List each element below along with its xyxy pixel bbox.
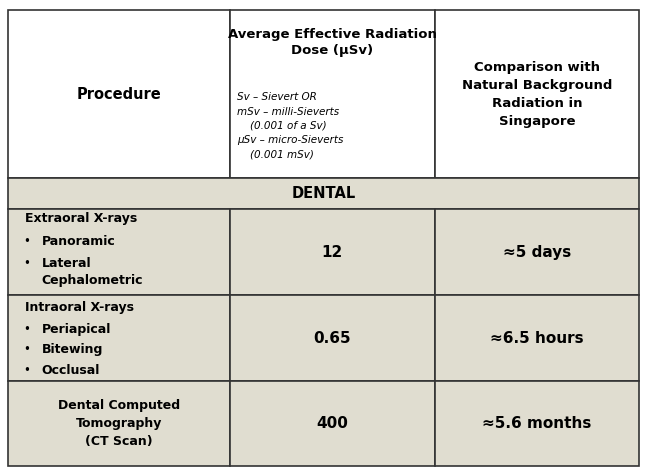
Text: 400: 400 <box>316 416 348 431</box>
Text: •: • <box>23 343 30 356</box>
Bar <box>230 10 435 178</box>
Text: •: • <box>23 364 30 377</box>
Text: Dental Computed
Tomography
(CT Scan): Dental Computed Tomography (CT Scan) <box>58 399 180 448</box>
Bar <box>230 295 435 381</box>
Bar <box>8 381 230 466</box>
Bar <box>8 178 639 209</box>
Bar <box>230 381 435 466</box>
Text: Bitewing: Bitewing <box>41 343 103 356</box>
Text: 0.65: 0.65 <box>313 330 351 346</box>
Bar <box>8 209 230 295</box>
Bar <box>435 10 639 178</box>
Text: •: • <box>23 322 30 336</box>
Text: Comparison with
Natural Background
Radiation in
Singapore: Comparison with Natural Background Radia… <box>462 60 612 128</box>
Text: ≈6.5 hours: ≈6.5 hours <box>490 330 584 346</box>
Text: Average Effective Radiation
Dose (μSv): Average Effective Radiation Dose (μSv) <box>228 28 437 57</box>
Bar <box>435 209 639 295</box>
Text: •: • <box>23 235 30 248</box>
Bar <box>8 295 230 381</box>
Text: •: • <box>23 257 30 271</box>
Text: Occlusal: Occlusal <box>41 364 100 377</box>
Text: Panoramic: Panoramic <box>41 235 115 248</box>
Text: ≈5.6 months: ≈5.6 months <box>482 416 592 431</box>
Text: Periapical: Periapical <box>41 322 111 336</box>
Text: 12: 12 <box>322 244 343 260</box>
Bar <box>435 295 639 381</box>
Text: Intraoral X-rays: Intraoral X-rays <box>25 301 134 314</box>
Text: DENTAL: DENTAL <box>291 186 356 201</box>
Text: Lateral
Cephalometric: Lateral Cephalometric <box>41 257 143 287</box>
Text: ≈5 days: ≈5 days <box>503 244 571 260</box>
Bar <box>230 209 435 295</box>
Bar <box>8 10 230 178</box>
Bar <box>435 381 639 466</box>
Text: Procedure: Procedure <box>76 87 161 102</box>
Text: Sv – Sievert OR
mSv – milli-Sieverts
    (0.001 of a Sv)
μSv – micro-Sieverts
  : Sv – Sievert OR mSv – milli-Sieverts (0.… <box>237 92 344 160</box>
Text: Extraoral X-rays: Extraoral X-rays <box>25 212 137 225</box>
